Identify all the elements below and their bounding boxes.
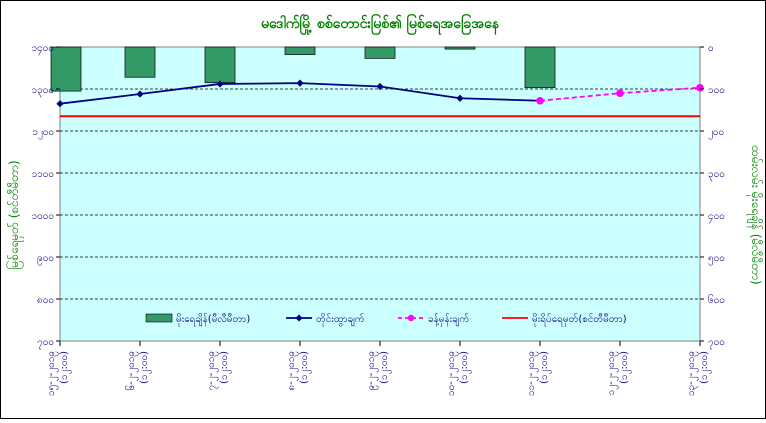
grid-lines: [60, 88, 700, 300]
y2-tick-label: ၆၀၀: [708, 293, 725, 306]
y2-tick-label: ၂၀၀: [708, 127, 724, 140]
x-tick-label: (၁၂:၀၀): [379, 351, 392, 384]
forecast-point: [536, 96, 544, 105]
observed-series: [56, 79, 544, 108]
y-tick-label: ၉၀၀: [37, 253, 54, 266]
rainfall-bars: [50, 46, 556, 92]
x-tick-label: ၁၃-၂-၂၀၁၉: [686, 351, 699, 396]
y-axis-ticks: ၇၀၀ ၈၀၀ ၉၀၀ ၁၀၀၀ ၁၁၀၀ ၁၂၀၀ ၁၃၀၀ ၁၄၀၀: [32, 43, 60, 350]
y2-tick-label: ၁၀၀: [708, 85, 725, 96]
plot-area: [59, 46, 701, 342]
observed-point: [456, 94, 464, 102]
x-tick-label: ၇-၂-၂၀၁၉: [206, 351, 219, 391]
legend-rainfall-label: မိုးရေချိန်(မီလီမီတာ): [176, 312, 250, 327]
legend-box: [140, 308, 628, 330]
rainfall-bar: [364, 46, 396, 59]
y-tick-label: ၁၂၀၀: [32, 127, 54, 140]
legend-forecast-marker: [407, 314, 415, 322]
x-tick-label: (၁၂:၀၀): [59, 351, 72, 384]
legend-forecast-label: ခန့်မှန်းချက်: [428, 312, 469, 327]
x-tick-label: ၁၂-၂-၂၀၁၉: [606, 351, 619, 395]
x-tick-label: (၁၂:၀၀): [139, 351, 152, 384]
legend-danger-label: မိုးရိပ်ရေမှတ်(စင်တီမီတာ): [532, 312, 627, 327]
x-tick-label: ၉-၂-၂၀၁၉: [366, 351, 379, 391]
y2-tick-label: ၇၀၀: [708, 337, 725, 350]
forecast-point: [696, 83, 704, 92]
observed-point: [136, 90, 144, 98]
x-axis-ticks: ၁၅-၂-၂၀၁၉ (၁၂:၀၀) ၆-၂-၂၀၁၉ (၁၂:၀၀) ၇-၂-၂၀၁၉(…: [46, 341, 712, 396]
observed-point: [216, 80, 224, 88]
rainfall-bar: [124, 46, 156, 78]
y-tick-label: ၁၃၀၀: [32, 85, 55, 98]
x-tick-label: ၈-၂-၂၀၁၉: [286, 351, 299, 391]
y-tick-label: ၁၀၀၀: [32, 211, 55, 222]
y-tick-label: ၈၀၀: [37, 295, 54, 306]
legend: မိုးရေချိန်(မီလီမီတာ) တိုင်းထွာချက် ခန့်…: [140, 308, 628, 330]
y2-tick-label: ၄၀၀: [708, 211, 725, 224]
rainfall-bar: [444, 46, 476, 50]
x-tick-label: (၁၂:၀၀): [299, 351, 312, 384]
legend-observed-marker: [295, 314, 303, 322]
forecast-series: [536, 83, 704, 105]
rainfall-bar: [204, 46, 236, 84]
y-tick-label: ၁၄၀၀: [32, 43, 55, 56]
x-tick-label: (၁၂:၀၀): [219, 351, 232, 384]
x-tick-label: ၁၁-၂-၂၀၁၉: [526, 351, 539, 396]
rainfall-bar: [284, 46, 316, 55]
rainfall-bar: [50, 46, 82, 92]
x-tick-label: ၁၀-၂-၂၀၁၉: [446, 351, 459, 396]
rainfall-bar: [524, 46, 556, 89]
observed-point: [56, 100, 64, 108]
x-tick-label: ၆-၂-၂၀၁၉: [124, 351, 139, 391]
x-tick-label: (၁၂:၀၀): [459, 351, 472, 384]
x-tick-label: (၁၂:၀၀): [699, 351, 712, 384]
y-tick-label: ၁၁၀၀: [32, 169, 55, 180]
x-tick-label: (၁၂:၀၀): [539, 351, 552, 384]
observed-point: [376, 82, 384, 91]
chart-title: မဒေါက်မြို့ စစ်တောင်းမြစ်၏ မြစ်ရေအခြေအနေ: [261, 14, 500, 35]
y2-tick-label: ၅၀၀: [708, 253, 725, 266]
legend-observed-label: တိုင်းထွာချက်: [316, 312, 365, 327]
legend-rainfall-swatch: [145, 313, 173, 323]
x-tick-label: ၁၅-၂-၂၀၁၉: [46, 351, 59, 396]
y-axis-label: မြစ်ရေမှတ် (စင်တီမီတာ): [5, 160, 24, 269]
y-tick-label: ၇၀၀: [37, 337, 54, 350]
y2-tick-label: ၃၀၀: [708, 169, 725, 182]
observed-point: [296, 79, 304, 87]
x-tick-label: (၁၂:၀၀): [619, 351, 632, 384]
y2-axis-label: ထမ်းလမ်း မိုးရေချိန် (မီလီမီတာ): [746, 145, 764, 284]
y2-tick-label: ၀: [708, 43, 714, 54]
forecast-point: [616, 89, 624, 97]
